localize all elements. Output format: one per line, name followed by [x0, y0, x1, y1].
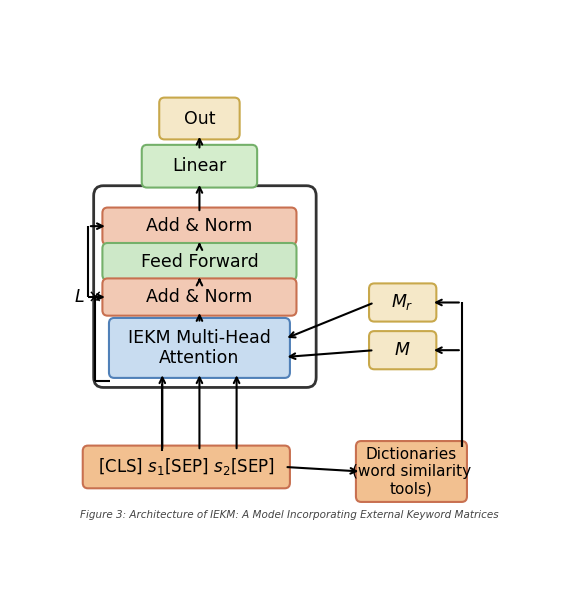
FancyBboxPatch shape [109, 318, 290, 378]
Text: Out: Out [184, 110, 215, 127]
Text: $L \times$: $L \times$ [74, 288, 102, 306]
Text: Dictionaries
(word similarity
tools): Dictionaries (word similarity tools) [352, 447, 471, 496]
Text: [CLS] $s_1$[SEP] $s_2$[SEP]: [CLS] $s_1$[SEP] $s_2$[SEP] [98, 457, 275, 477]
FancyBboxPatch shape [369, 331, 437, 369]
Text: Linear: Linear [173, 157, 227, 175]
Text: Add & Norm: Add & Norm [146, 217, 253, 235]
Text: $M_r$: $M_r$ [391, 293, 414, 313]
FancyBboxPatch shape [83, 445, 290, 489]
FancyBboxPatch shape [159, 97, 240, 139]
Text: Feed Forward: Feed Forward [140, 253, 258, 271]
Text: $M$: $M$ [394, 341, 411, 359]
Text: Figure 3: Architecture of IEKM: A Model Incorporating External Keyword Matrices: Figure 3: Architecture of IEKM: A Model … [80, 510, 499, 520]
FancyBboxPatch shape [103, 243, 297, 280]
Text: Add & Norm: Add & Norm [146, 288, 253, 306]
FancyBboxPatch shape [142, 145, 257, 188]
FancyBboxPatch shape [356, 441, 467, 502]
FancyBboxPatch shape [369, 283, 437, 322]
FancyBboxPatch shape [103, 208, 297, 245]
FancyBboxPatch shape [103, 278, 297, 316]
Text: IEKM Multi-Head
Attention: IEKM Multi-Head Attention [128, 329, 271, 368]
